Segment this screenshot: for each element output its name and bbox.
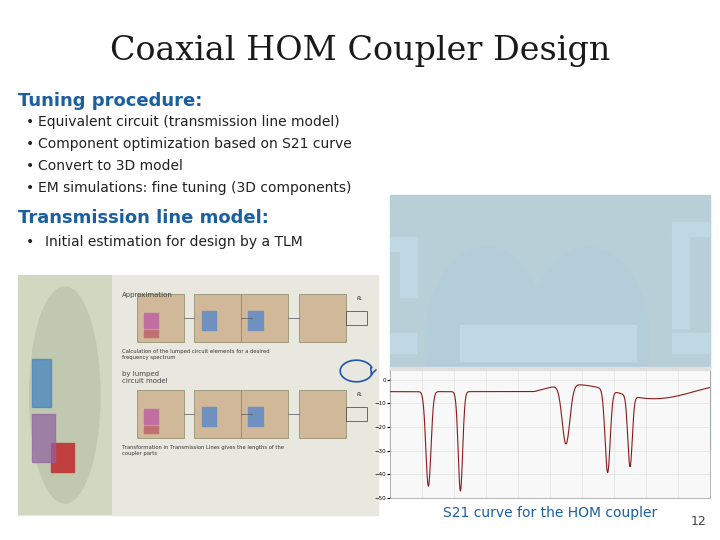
Bar [299,390,346,438]
Text: Component optimization based on S21 curve: Component optimization based on S21 curv… [38,137,352,151]
Bar [460,325,636,361]
Text: EM simulations: fine tuning (3D components): EM simulations: fine tuning (3D componen… [38,181,351,195]
Bar [346,311,367,326]
Text: Transmission line model:: Transmission line model: [18,209,269,227]
Bar [299,294,346,342]
Text: 12: 12 [690,515,706,528]
Ellipse shape [528,247,649,438]
Bar [137,390,184,438]
Text: Convert to 3D model: Convert to 3D model [38,159,183,173]
Text: •: • [26,159,35,173]
Bar [144,313,158,328]
Text: •: • [26,235,35,249]
Text: HLRF test at: HLRF test at [546,371,623,384]
Bar [144,330,158,338]
Text: Transformation in Transmission Lines gives the lengths of the
coupler parts: Transformation in Transmission Lines giv… [122,446,284,456]
Text: Initial
design: Initial design [25,472,48,485]
Bar [248,311,263,330]
Bar [137,294,184,342]
Bar [32,414,55,462]
Text: •: • [26,115,35,129]
Ellipse shape [30,287,100,503]
Text: S21 curve for the HOM coupler: S21 curve for the HOM coupler [443,506,657,520]
Text: CEPC:: CEPC: [394,358,435,371]
Text: Calculation of the lumped circuit elements for a desired
frequency spectrum: Calculation of the lumped circuit elemen… [122,349,270,360]
Text: Initial estimation for design by a TLM: Initial estimation for design by a TLM [45,235,302,249]
Text: couplers + FPC. LLRF test,: couplers + FPC. LLRF test, [394,371,563,384]
Bar [400,246,417,297]
Bar [672,333,710,353]
Text: Equivalent circuit (transmission line model): Equivalent circuit (transmission line mo… [38,115,340,129]
Bar [144,426,158,434]
Bar [144,409,158,424]
Text: •: • [26,181,35,195]
Bar [248,407,263,426]
Text: by lumped
circuit model: by lumped circuit model [122,371,168,384]
Text: $R_L$: $R_L$ [356,294,364,303]
Bar [50,443,74,472]
Bar [202,407,216,426]
Text: 2-cell 650 MHz cavity + 2 HOM: 2-cell 650 MHz cavity + 2 HOM [431,358,626,371]
Bar [672,231,689,328]
Bar [202,311,216,330]
Text: Approximation: Approximation [122,292,174,298]
Bar [346,407,367,421]
Bar [194,294,241,342]
Text: Coaxial HOM Coupler Design: Coaxial HOM Coupler Design [110,35,610,67]
Text: RT and with cavity at 2 K.: RT and with cavity at 2 K. [394,384,554,397]
Text: Tuning procedure:: Tuning procedure: [18,92,202,110]
Bar [241,390,288,438]
Ellipse shape [426,247,546,438]
Text: $R_L$: $R_L$ [356,390,364,399]
Bar [672,222,710,236]
Bar [390,333,415,353]
Bar [241,294,288,342]
Bar [390,367,710,370]
Bar [390,237,417,251]
Bar [32,359,50,407]
Bar [194,390,241,438]
Text: •: • [26,137,35,151]
